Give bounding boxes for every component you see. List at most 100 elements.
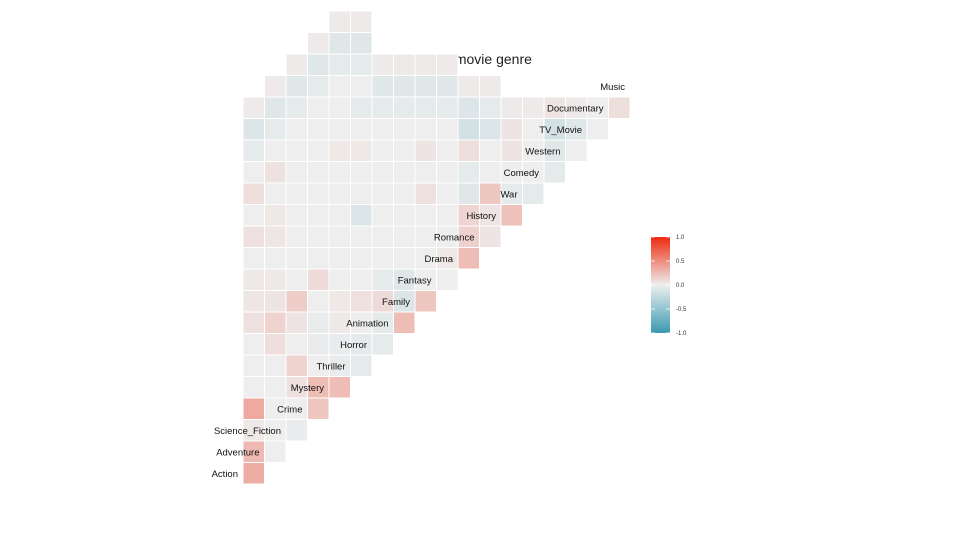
heatmap-cell: [350, 10, 373, 33]
heatmap-cell: [393, 204, 416, 227]
variable-label: War: [500, 189, 517, 200]
heatmap-cell: [242, 96, 265, 119]
heatmap-cell: [393, 225, 416, 248]
heatmap-cell: [285, 75, 308, 98]
heatmap-cell: [307, 182, 330, 205]
heatmap-cell: [307, 333, 330, 356]
heatmap-cell: [328, 10, 351, 33]
variable-label: History: [466, 211, 496, 222]
heatmap-cell: [264, 182, 287, 205]
heatmap-cell: [500, 96, 523, 119]
heatmap-cell: [543, 161, 566, 184]
heatmap-cell: [457, 161, 480, 184]
heatmap-cell: [285, 96, 308, 119]
heatmap-cell: [242, 354, 265, 377]
heatmap-cell: [371, 182, 394, 205]
color-legend: 1.0 0.5 0.0 -0.5 -1.0: [651, 235, 687, 337]
heatmap-cell: [371, 53, 394, 76]
heatmap-cell: [393, 75, 416, 98]
heatmap-cell: [350, 225, 373, 248]
heatmap-cell: [436, 182, 459, 205]
legend-tick-label: -1.0: [676, 331, 687, 337]
heatmap-cell: [242, 333, 265, 356]
heatmap-cell: [414, 75, 437, 98]
heatmap-cell: [350, 247, 373, 270]
heatmap-cell: [457, 182, 480, 205]
variable-label: Comedy: [504, 168, 540, 179]
heatmap-cell: [350, 75, 373, 98]
heatmap-cell: [457, 139, 480, 162]
heatmap-cell: [436, 118, 459, 141]
heatmap-cell: [285, 290, 308, 313]
heatmap-cell: [436, 161, 459, 184]
heatmap-cell: [285, 311, 308, 334]
heatmap-cell: [264, 75, 287, 98]
heatmap-cell: [242, 376, 265, 399]
variable-label: Action: [212, 469, 238, 480]
heatmap-cell: [285, 354, 308, 377]
heatmap-cell: [436, 75, 459, 98]
heatmap-cell: [285, 53, 308, 76]
heatmap-cell: [264, 354, 287, 377]
variable-label: Crime: [277, 404, 302, 415]
heatmap-cell: [328, 290, 351, 313]
variable-label: Drama: [424, 254, 453, 265]
heatmap-cell: [328, 139, 351, 162]
heatmap-cell: [242, 139, 265, 162]
heatmap-cell: [285, 161, 308, 184]
variable-label: Romance: [434, 232, 475, 243]
heatmap-cell: [328, 268, 351, 291]
variable-label: Western: [525, 146, 560, 157]
heatmap-cell: [393, 118, 416, 141]
heatmap-cell: [285, 333, 308, 356]
heatmap-cell: [414, 96, 437, 119]
heatmap-cell: [436, 53, 459, 76]
heatmap-cells: [242, 10, 631, 485]
variable-label: Mystery: [291, 383, 325, 394]
heatmap-cell: [350, 354, 373, 377]
heatmap-cell: [307, 204, 330, 227]
heatmap-cell: [393, 247, 416, 270]
legend-tick-label: -0.5: [676, 307, 687, 313]
heatmap-cell: [393, 139, 416, 162]
heatmap-cell: [328, 161, 351, 184]
heatmap-cell: [479, 96, 502, 119]
heatmap-cell: [242, 182, 265, 205]
heatmap-cell: [307, 53, 330, 76]
heatmap-cell: [393, 96, 416, 119]
heatmap-cell: [307, 161, 330, 184]
legend-tick-label: 0.0: [676, 283, 685, 289]
heatmap-cell: [242, 268, 265, 291]
heatmap-cell: [307, 118, 330, 141]
legend-ticks: 1.0 0.5 0.0 -0.5 -1.0: [651, 235, 687, 337]
heatmap-cell: [350, 290, 373, 313]
heatmap-cell: [307, 268, 330, 291]
heatmap-cell: [414, 53, 437, 76]
variable-label: Documentary: [547, 103, 604, 114]
heatmap-cell: [328, 182, 351, 205]
heatmap-cell: [350, 204, 373, 227]
heatmap-cell: [479, 161, 502, 184]
heatmap-cell: [457, 96, 480, 119]
heatmap-cell: [285, 419, 308, 442]
heatmap-cell: [328, 247, 351, 270]
heatmap-cell: [500, 118, 523, 141]
heatmap-cell: [285, 268, 308, 291]
heatmap-cell: [285, 182, 308, 205]
heatmap-cell: [264, 118, 287, 141]
heatmap-cell: [328, 75, 351, 98]
heatmap-cell: [457, 75, 480, 98]
heatmap-cell: [307, 290, 330, 313]
heatmap-cell: [393, 311, 416, 334]
variable-label: Thriller: [316, 361, 345, 372]
heatmap-cell: [522, 182, 545, 205]
heatmap-cell: [479, 139, 502, 162]
heatmap-cell: [414, 182, 437, 205]
heatmap-cell: [285, 118, 308, 141]
heatmap-cell: [264, 376, 287, 399]
heatmap-cell: [586, 118, 609, 141]
heatmap-cell: [371, 96, 394, 119]
heatmap-cell: [285, 204, 308, 227]
heatmap-cell: [414, 118, 437, 141]
heatmap-cell: [328, 96, 351, 119]
